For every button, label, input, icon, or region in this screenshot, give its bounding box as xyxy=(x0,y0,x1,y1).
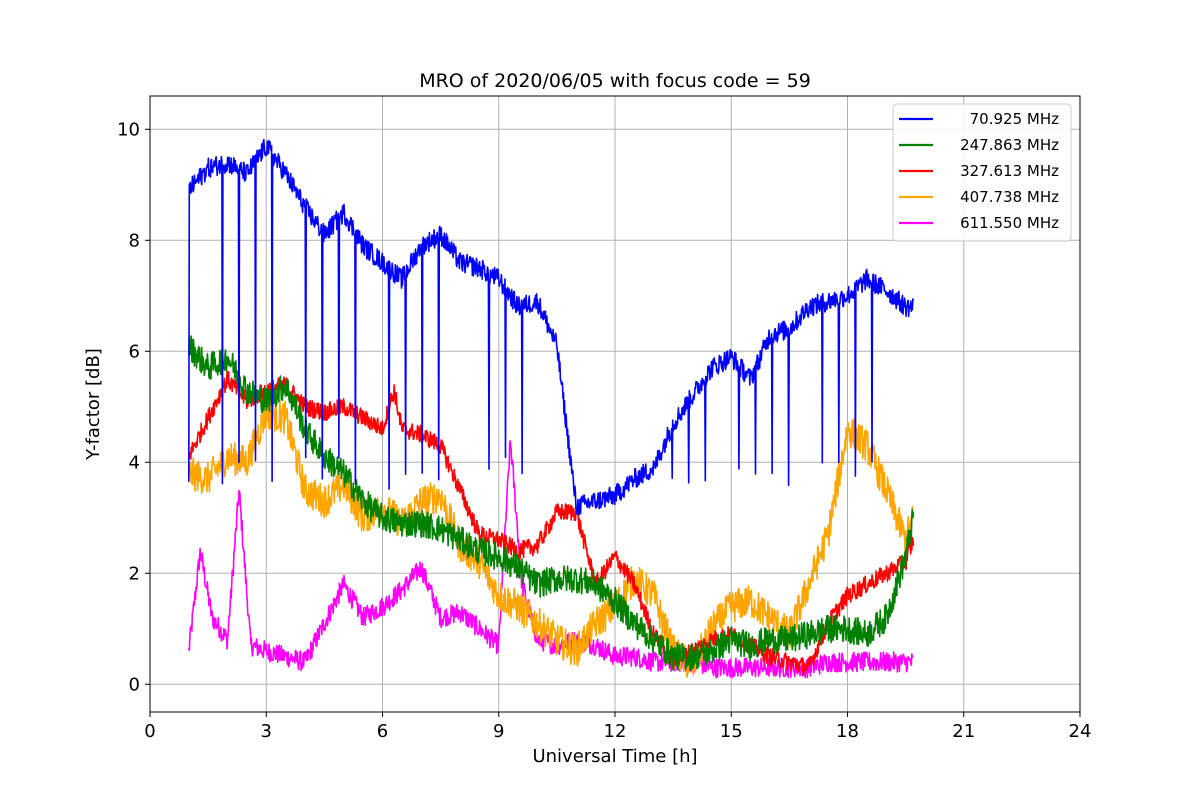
legend-label: 247.863 MHz xyxy=(960,136,1059,154)
x-axis-label: Universal Time [h] xyxy=(532,746,697,767)
series-group xyxy=(188,138,915,679)
y-tick-label: 6 xyxy=(129,341,140,362)
y-tick-label: 0 xyxy=(129,674,140,695)
legend-label: 70.925 MHz xyxy=(970,110,1059,128)
legend-label: 611.550 MHz xyxy=(960,214,1059,232)
x-tick-label: 9 xyxy=(493,721,504,742)
series-line xyxy=(188,334,915,671)
y-tick-label: 2 xyxy=(129,563,140,584)
legend-label: 407.738 MHz xyxy=(960,188,1059,206)
legend: 70.925 MHz 247.863 MHz 327.613 MHz 407.738 … xyxy=(892,103,1072,242)
y-tick-label: 8 xyxy=(129,230,140,251)
x-tick-label: 24 xyxy=(1069,721,1092,742)
x-tick-label: 0 xyxy=(144,721,155,742)
y-tick-label: 10 xyxy=(117,119,140,140)
legend-box xyxy=(892,103,1072,242)
legend-label: 327.613 MHz xyxy=(960,162,1059,180)
x-tick-label: 12 xyxy=(604,721,627,742)
y-tick-label: 4 xyxy=(129,452,140,473)
series-line xyxy=(188,370,915,676)
y-axis-label: Y-factor [dB] xyxy=(83,348,104,461)
x-tick-label: 15 xyxy=(720,721,743,742)
x-tick-label: 21 xyxy=(952,721,975,742)
x-tick-label: 18 xyxy=(836,721,859,742)
x-tick-label: 3 xyxy=(261,721,272,742)
chart-title: MRO of 2020/06/05 with focus code = 59 xyxy=(419,70,811,92)
series-line xyxy=(188,138,915,516)
x-tick-label: 6 xyxy=(377,721,388,742)
